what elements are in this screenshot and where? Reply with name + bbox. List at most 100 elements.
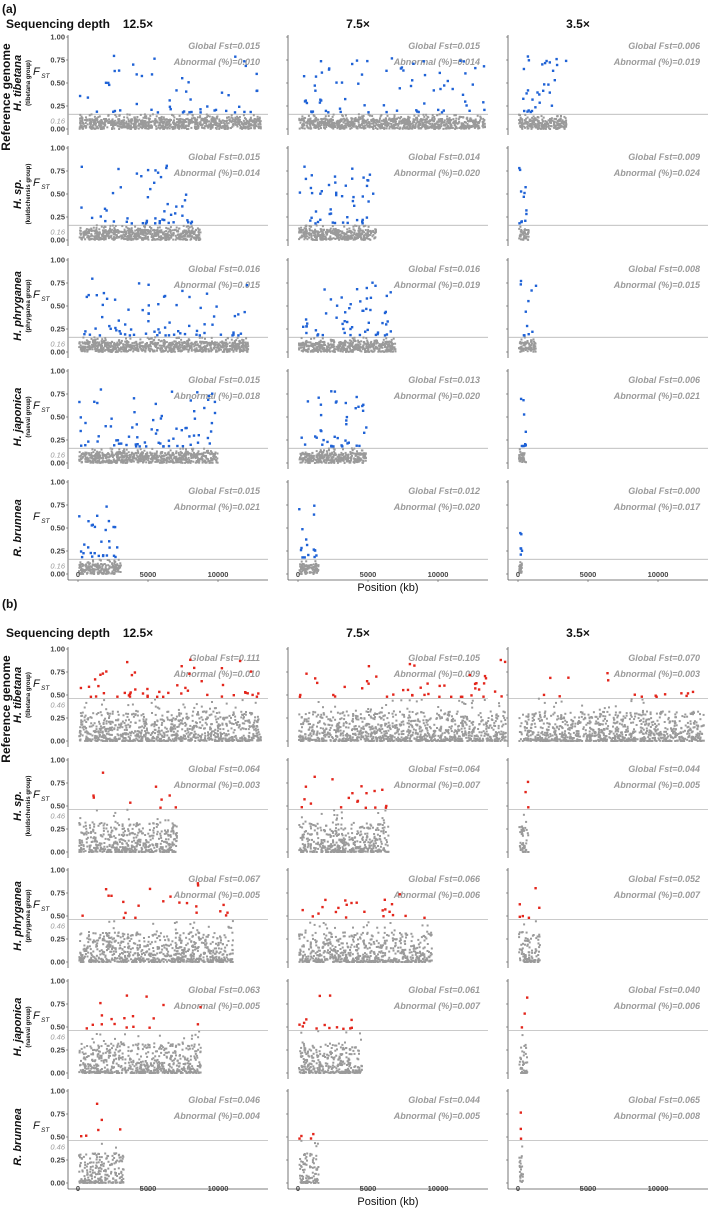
data-point (190, 238, 193, 240)
data-point (157, 126, 160, 129)
data-point (175, 226, 178, 229)
data-point (165, 349, 168, 352)
data-point (393, 114, 396, 117)
data-point (231, 341, 234, 344)
abnormal-value: 0.014 (457, 57, 480, 67)
data-point (416, 119, 419, 122)
data-point (232, 350, 235, 353)
data-point (548, 124, 550, 127)
data-point (183, 229, 186, 232)
data-point (416, 116, 418, 119)
data-point (302, 348, 305, 351)
data-point (143, 115, 146, 118)
data-point (314, 228, 317, 231)
data-point (454, 124, 456, 127)
data-point (190, 126, 193, 129)
data-point (178, 233, 181, 236)
data-point (194, 121, 196, 124)
data-point (124, 126, 126, 129)
data-point (128, 345, 131, 348)
outlier-point (545, 59, 548, 63)
data-point (358, 231, 361, 234)
data-point (243, 121, 246, 124)
data-point (188, 339, 191, 342)
data-point (343, 234, 346, 237)
data-point (177, 233, 179, 236)
data-point (372, 120, 375, 123)
data-point (197, 233, 200, 236)
data-point (80, 117, 83, 120)
data-point (120, 123, 123, 126)
data-point (343, 344, 346, 347)
outlier-point (319, 192, 322, 195)
data-point (142, 124, 145, 127)
data-point (181, 342, 184, 345)
outlier-point (355, 59, 359, 62)
data-point (114, 114, 117, 116)
outlier-point (144, 222, 148, 225)
data-point (82, 348, 85, 351)
data-point (98, 228, 101, 231)
data-point (151, 229, 154, 232)
data-point (318, 231, 321, 234)
data-point (112, 120, 115, 123)
data-point (128, 348, 131, 351)
data-point (394, 118, 396, 121)
data-point (226, 337, 229, 339)
outlier-point (112, 220, 116, 223)
data-point (89, 125, 92, 127)
data-point (533, 125, 536, 128)
data-point (139, 341, 142, 344)
data-point (124, 343, 127, 346)
outlier-point (310, 174, 313, 177)
data-point (392, 337, 395, 340)
outlier-point (367, 321, 370, 324)
data-point (425, 118, 428, 121)
data-point (518, 227, 521, 230)
outlier-point (348, 307, 351, 310)
data-point (174, 126, 177, 129)
data-point (417, 126, 420, 129)
data-point (339, 118, 342, 121)
data-point (384, 124, 387, 127)
global-fst-prefix: Global Fst= (628, 264, 678, 274)
outlier-point (323, 288, 326, 291)
data-point (116, 121, 119, 124)
data-point (422, 123, 425, 126)
data-point (440, 120, 443, 123)
outlier-point (361, 218, 364, 222)
data-point (377, 350, 380, 353)
data-point (328, 120, 331, 123)
outlier-point (168, 99, 171, 102)
data-point (166, 236, 169, 239)
data-point (209, 123, 212, 126)
data-point (234, 344, 236, 347)
outlier-point (402, 69, 405, 72)
outlier-point (316, 220, 320, 224)
data-point (198, 336, 201, 339)
data-point (140, 349, 143, 351)
data-point (309, 126, 312, 129)
data-point (244, 345, 247, 348)
data-point (324, 235, 327, 238)
data-point (121, 225, 124, 228)
data-point (94, 346, 97, 349)
data-point (344, 124, 347, 127)
data-point (324, 115, 327, 118)
data-point (82, 336, 85, 339)
data-point (300, 342, 303, 345)
data-point (193, 232, 196, 235)
outlier-point (135, 73, 138, 76)
data-point (85, 228, 88, 231)
data-point (483, 119, 486, 122)
data-point (364, 124, 367, 127)
outlier-point (187, 81, 190, 84)
data-point (350, 126, 353, 129)
data-point (447, 118, 449, 121)
data-point (333, 125, 336, 128)
outlier-point (101, 303, 104, 307)
data-point (187, 118, 190, 121)
data-point (195, 229, 198, 232)
